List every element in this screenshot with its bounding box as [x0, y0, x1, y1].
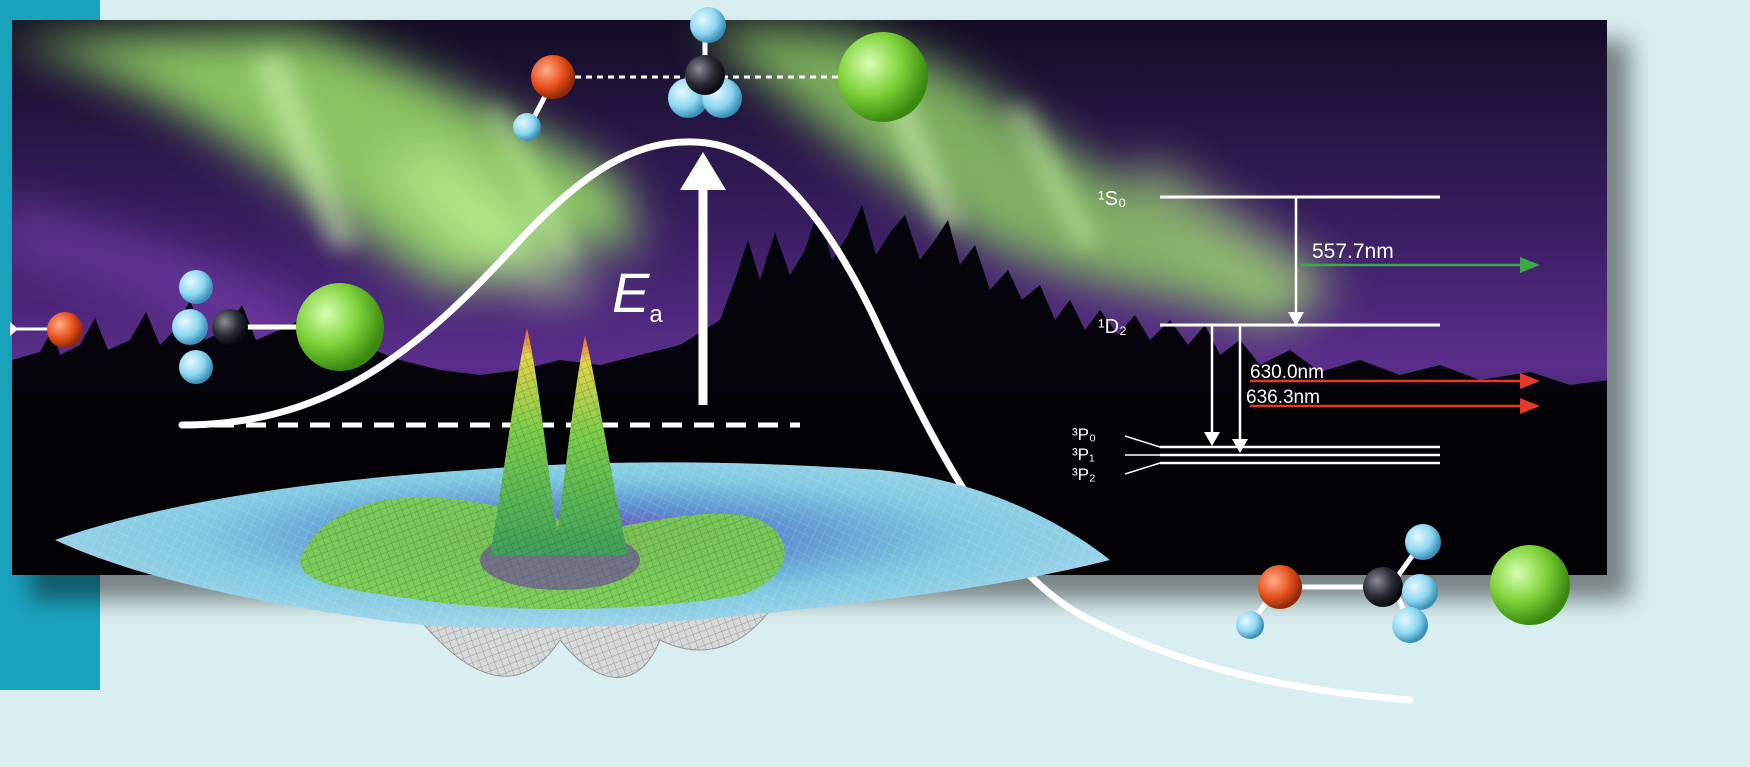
molecule-transition-state	[513, 7, 928, 141]
wavelength-label-636: 636.3nm	[1246, 387, 1320, 408]
molecule-products	[1236, 524, 1570, 643]
hydrogen-atom	[1392, 607, 1428, 643]
oxygen-atom	[531, 55, 575, 99]
level-label-3P2: ³P₂	[1072, 465, 1096, 484]
reaction-energy-curve	[178, 138, 1414, 704]
hydrogen-atom	[179, 270, 213, 304]
oxygen-atom	[1258, 565, 1302, 609]
chlorine-atom	[1490, 545, 1570, 625]
wavefunction-surface	[55, 328, 1110, 678]
activation-energy-label: Ea	[612, 261, 663, 328]
chlorine-atom	[296, 283, 384, 371]
level-label-1D2: ¹D₂	[1098, 316, 1127, 338]
molecule-reactants	[10, 270, 384, 384]
carbon-atom	[1363, 567, 1403, 607]
aurora-rays	[250, 55, 1100, 260]
hydrogen-atom	[690, 7, 726, 43]
activation-energy-arrow	[680, 152, 726, 405]
oxygen-atom	[47, 312, 83, 348]
level-label-3P1: ³P₁	[1072, 445, 1095, 464]
carbon-atom	[685, 55, 725, 95]
carbon-atom	[212, 309, 248, 345]
hydrogen-atom	[172, 309, 208, 345]
hydrogen-atom	[1236, 611, 1264, 639]
oxygen-energy-levels	[1124, 195, 1440, 475]
chlorine-atom	[838, 32, 928, 122]
level-label-3P0: ³P₀	[1072, 425, 1096, 444]
wavelength-label-630: 630.0nm	[1250, 362, 1324, 383]
hydrogen-atom	[1402, 574, 1438, 610]
level-label-1S0: ¹S₀	[1098, 188, 1126, 210]
hydrogen-atom	[179, 350, 213, 384]
hydrogen-atom	[1405, 524, 1441, 560]
hydrogen-atom	[513, 113, 541, 141]
wavelength-label-557: 557.7nm	[1312, 240, 1394, 263]
